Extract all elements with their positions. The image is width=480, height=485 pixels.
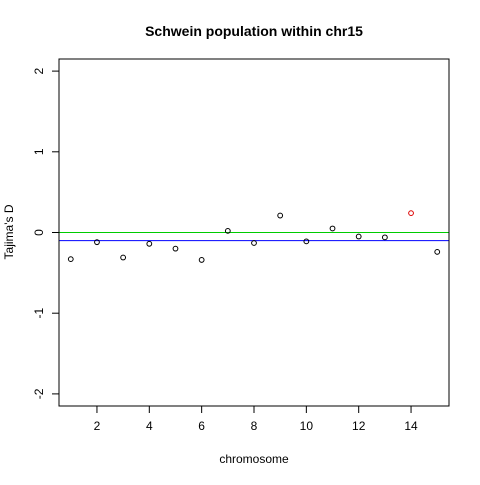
data-point-3 [120,254,127,261]
x-axis: 2 4 6 8 10 12 14 [94,406,418,433]
data-point-8 [251,240,257,246]
data-points [67,210,441,263]
x-tick-label: 12 [352,419,366,433]
data-point-6 [198,257,205,263]
data-point-5 [172,245,179,252]
y-axis: -2 -1 0 1 2 [32,67,59,399]
data-point-1 [67,256,74,263]
x-tick-label: 6 [198,419,205,433]
y-tick-label: -1 [32,308,46,319]
data-point-11 [329,225,336,232]
data-point-9 [277,212,284,219]
y-tick-label: 1 [32,148,46,155]
data-point-4 [146,240,153,247]
reference-lines [59,232,449,242]
y-tick-label: 0 [32,229,46,236]
x-tick-label: 2 [94,419,101,433]
x-tick-label: 8 [251,419,258,433]
data-point-7 [224,227,231,234]
data-point-2 [94,239,100,246]
chart-title: Schwein population within chr15 [145,23,363,39]
data-point-12 [355,233,362,240]
data-point-10 [303,238,310,245]
y-axis-label: Tajima's D [2,204,16,259]
y-tick-label: 2 [32,67,46,74]
y-tick-label: -2 [32,388,46,399]
x-tick-label: 10 [300,419,314,433]
data-point-13 [381,234,388,241]
x-tick-label: 4 [146,419,153,433]
data-point-14 [408,210,414,217]
x-axis-label: chromosome [219,452,289,466]
data-point-15 [434,248,441,255]
x-tick-label: 14 [404,419,418,433]
